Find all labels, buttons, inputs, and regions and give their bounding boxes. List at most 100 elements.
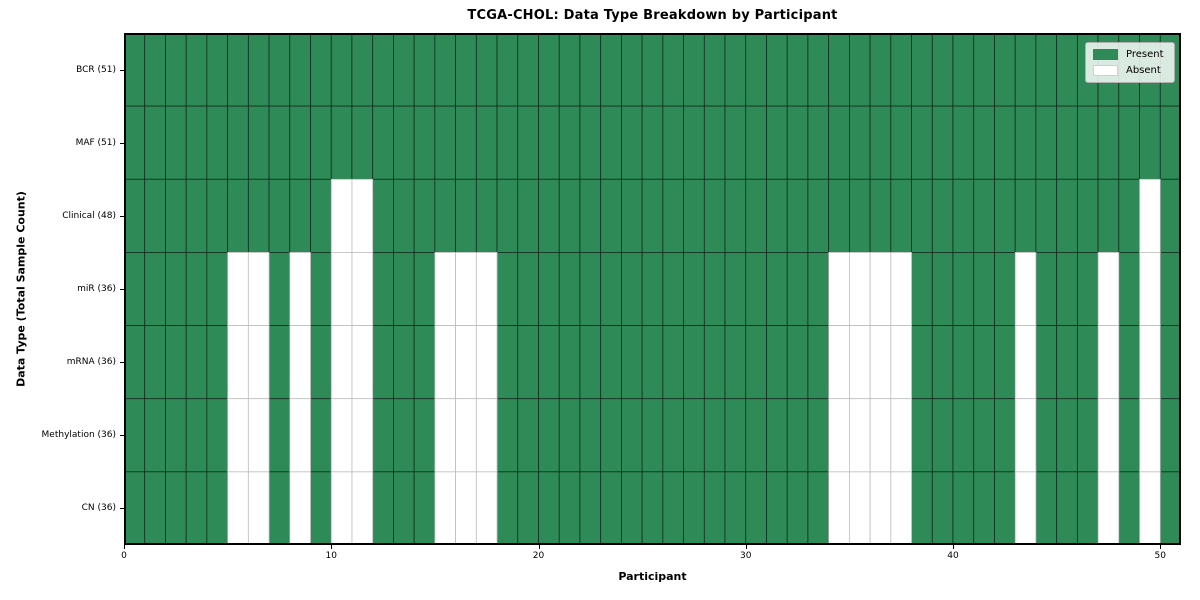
cell-present: [496, 325, 519, 400]
chart-title: TCGA-CHOL: Data Type Breakdown by Partic…: [467, 8, 838, 23]
cell-present: [641, 398, 664, 473]
cell-present: [621, 33, 643, 107]
cell-present: [1035, 252, 1058, 326]
cell-present: [1035, 178, 1058, 253]
cell-present: [1035, 33, 1058, 107]
cell-present: [952, 33, 975, 107]
cell-absent: [330, 471, 353, 545]
cell-present: [393, 105, 415, 180]
cell-present: [1118, 105, 1140, 180]
cell-present: [911, 325, 933, 400]
cell-present: [703, 325, 726, 400]
cell-present: [994, 252, 1016, 326]
cell-present: [206, 252, 229, 326]
cell-absent: [848, 252, 871, 326]
cell-absent: [434, 398, 457, 473]
cell-present: [786, 33, 809, 107]
cell-absent: [330, 398, 353, 473]
cell-absent: [828, 471, 850, 545]
x-tick-mark: [953, 545, 955, 549]
cell-present: [1159, 325, 1181, 400]
cell-present: [372, 252, 394, 326]
cell-present: [600, 178, 622, 253]
cell-present: [393, 33, 415, 107]
cell-absent: [848, 471, 871, 545]
cell-present: [124, 178, 146, 253]
cell-present: [724, 398, 747, 473]
cell-present: [724, 33, 747, 107]
cell-present: [268, 252, 291, 326]
y-tick-label: mRNA (36): [66, 357, 116, 368]
cell-present: [1118, 398, 1140, 473]
cell-absent: [351, 252, 374, 326]
cell-present: [931, 105, 954, 180]
cell-present: [165, 178, 187, 253]
absent-swatch-icon: [1093, 65, 1118, 76]
cell-present: [206, 178, 229, 253]
cell-present: [766, 325, 788, 400]
cell-present: [641, 325, 664, 400]
cell-present: [1097, 105, 1120, 180]
cell-present: [1159, 471, 1181, 545]
cell-present: [703, 105, 726, 180]
cell-present: [517, 398, 539, 473]
cell-present: [517, 33, 539, 107]
cell-present: [165, 33, 187, 107]
cell-absent: [1139, 252, 1161, 326]
cell-present: [724, 325, 747, 400]
legend-item-present: Present: [1093, 49, 1164, 60]
cell-absent: [828, 325, 850, 400]
x-tick-label: 0: [121, 551, 127, 561]
cell-present: [393, 398, 415, 473]
cell-present: [994, 178, 1016, 253]
cell-present: [1014, 105, 1037, 180]
cell-present: [911, 398, 933, 473]
cell-present: [455, 105, 477, 180]
cell-present: [807, 33, 830, 107]
cell-present: [1056, 471, 1078, 545]
cell-present: [475, 178, 498, 253]
cell-present: [558, 33, 581, 107]
cell-present: [724, 471, 747, 545]
cell-present: [413, 325, 436, 400]
cell-absent: [1014, 398, 1037, 473]
cell-present: [1076, 471, 1099, 545]
cell-present: [124, 105, 146, 180]
cell-present: [869, 178, 892, 253]
cell-present: [351, 33, 374, 107]
cell-absent: [455, 398, 477, 473]
cell-present: [745, 252, 767, 326]
cell-absent: [434, 471, 457, 545]
cell-present: [310, 105, 332, 180]
cell-present: [641, 33, 664, 107]
cell-absent: [890, 471, 912, 545]
cell-absent: [434, 252, 457, 326]
cell-present: [766, 178, 788, 253]
cell-present: [973, 252, 995, 326]
cell-present: [372, 398, 394, 473]
cell-present: [538, 33, 560, 107]
cell-absent: [227, 325, 249, 400]
cell-present: [911, 178, 933, 253]
x-tick-label: 50: [1154, 551, 1166, 561]
cell-present: [994, 325, 1016, 400]
cell-present: [869, 33, 892, 107]
cell-present: [807, 325, 830, 400]
cell-present: [994, 105, 1016, 180]
cell-present: [931, 325, 954, 400]
cell-present: [1118, 471, 1140, 545]
cell-present: [558, 471, 581, 545]
cell-present: [683, 178, 705, 253]
y-tick-label: Methylation (36): [41, 430, 116, 441]
cell-present: [496, 252, 519, 326]
cell-present: [247, 178, 270, 253]
cell-present: [413, 398, 436, 473]
cell-present: [330, 33, 353, 107]
cell-present: [413, 178, 436, 253]
cell-present: [372, 325, 394, 400]
cell-present: [703, 178, 726, 253]
cell-absent: [351, 471, 374, 545]
cell-present: [662, 178, 684, 253]
cell-absent: [890, 252, 912, 326]
cell-present: [973, 398, 995, 473]
